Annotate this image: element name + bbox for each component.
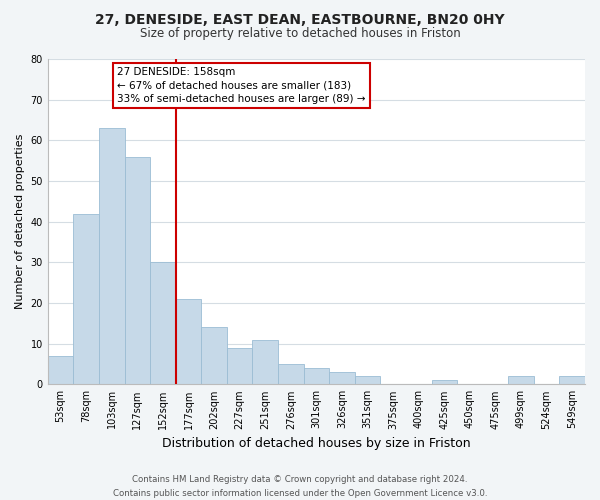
Bar [176, 299, 201, 384]
Bar [304, 368, 329, 384]
Bar [508, 376, 534, 384]
Bar [125, 156, 150, 384]
Bar [201, 328, 227, 384]
Bar [278, 364, 304, 384]
Y-axis label: Number of detached properties: Number of detached properties [15, 134, 25, 310]
Text: Contains HM Land Registry data © Crown copyright and database right 2024.
Contai: Contains HM Land Registry data © Crown c… [113, 476, 487, 498]
Bar [73, 214, 99, 384]
Bar [48, 356, 73, 384]
Text: 27, DENESIDE, EAST DEAN, EASTBOURNE, BN20 0HY: 27, DENESIDE, EAST DEAN, EASTBOURNE, BN2… [95, 12, 505, 26]
Bar [559, 376, 585, 384]
Bar [227, 348, 253, 385]
Bar [431, 380, 457, 384]
Bar [329, 372, 355, 384]
X-axis label: Distribution of detached houses by size in Friston: Distribution of detached houses by size … [162, 437, 471, 450]
Bar [355, 376, 380, 384]
Bar [99, 128, 125, 384]
Bar [150, 262, 176, 384]
Bar [253, 340, 278, 384]
Text: 27 DENESIDE: 158sqm
← 67% of detached houses are smaller (183)
33% of semi-detac: 27 DENESIDE: 158sqm ← 67% of detached ho… [117, 67, 365, 104]
Text: Size of property relative to detached houses in Friston: Size of property relative to detached ho… [140, 28, 460, 40]
